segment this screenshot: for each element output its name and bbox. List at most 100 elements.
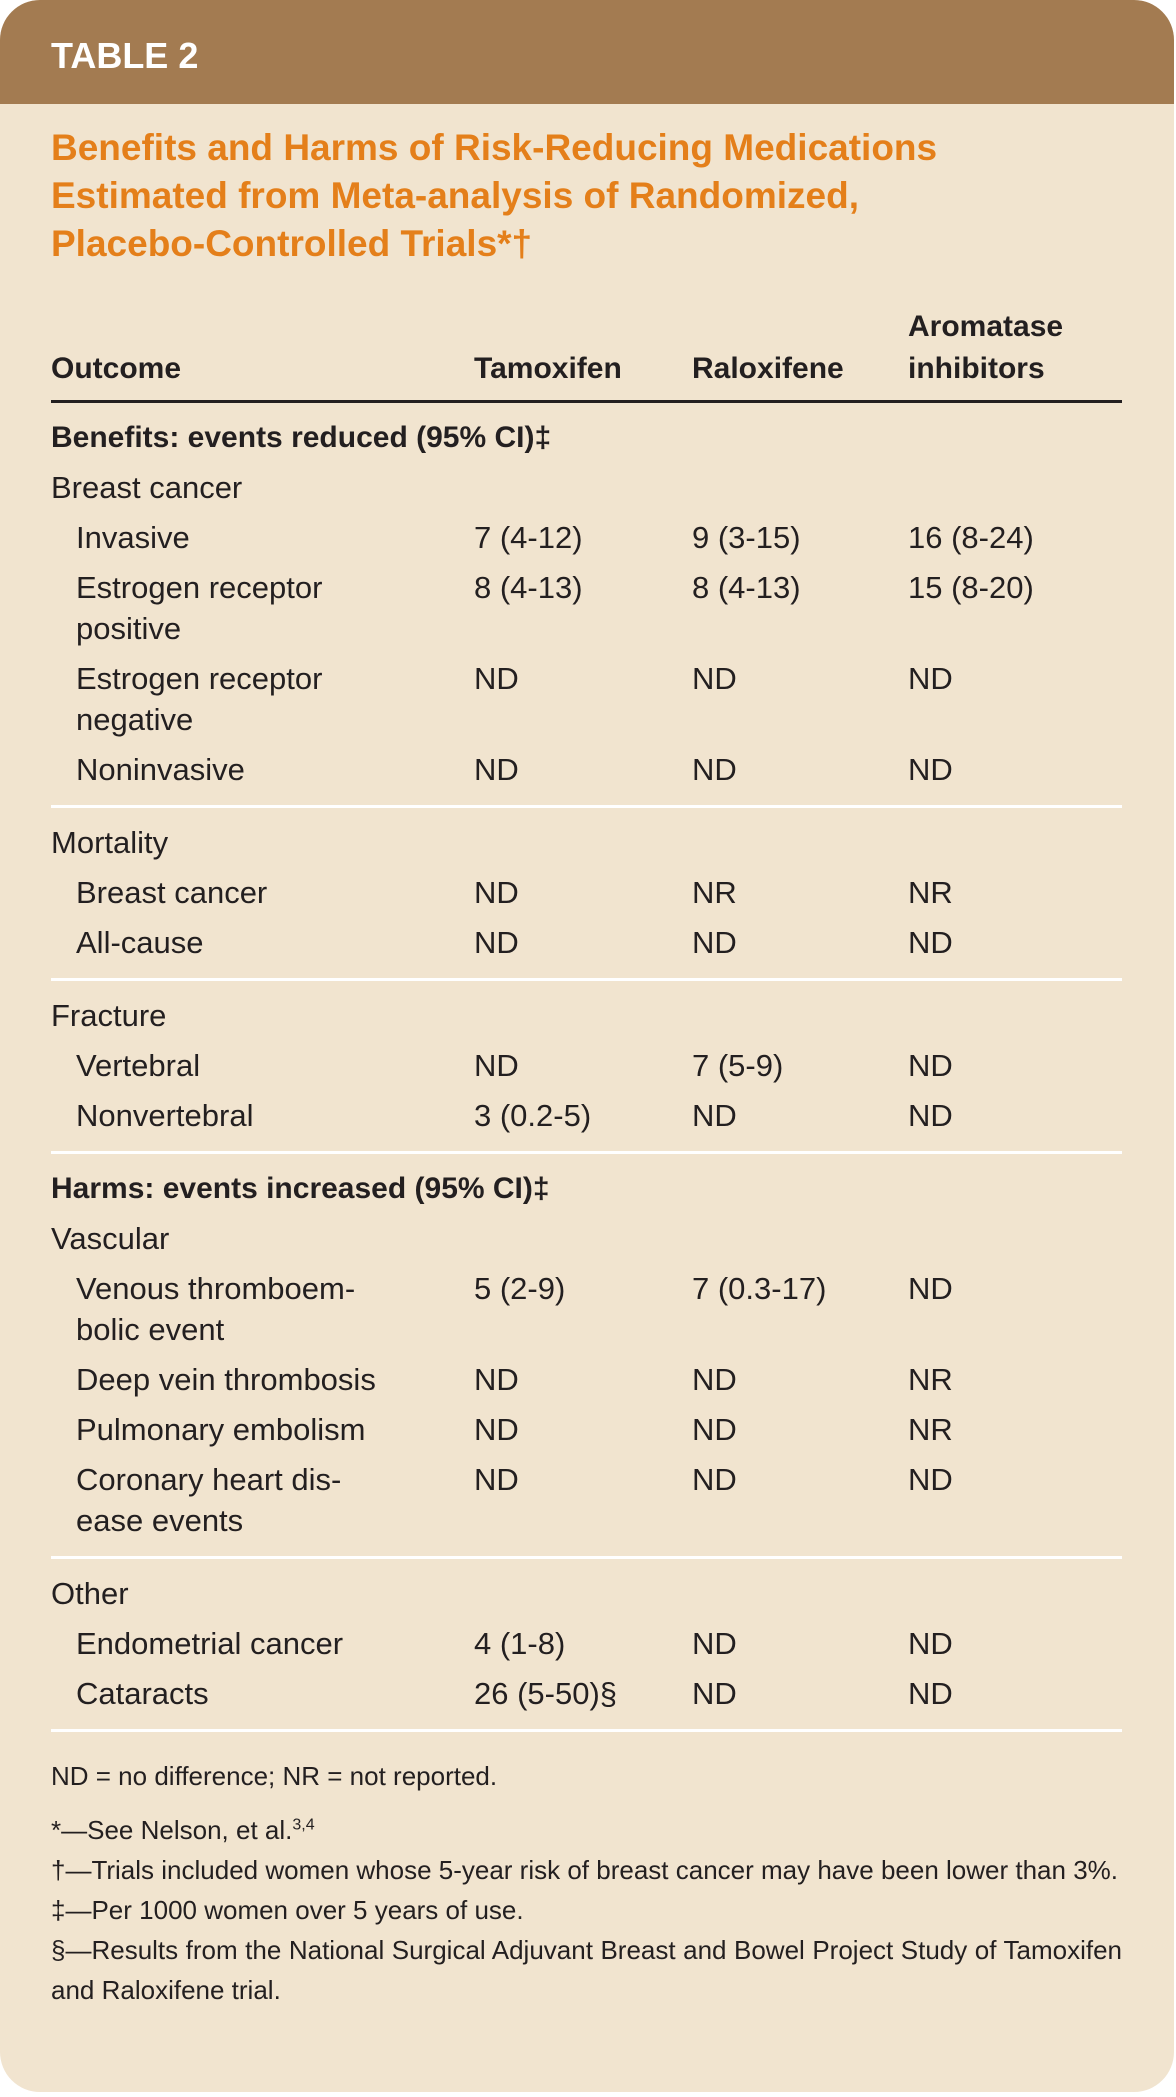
cell: ND: [692, 1676, 737, 1711]
footnote: ND = no difference; NR = not reported.: [51, 1756, 1122, 1796]
outcome: Pulmonary embolism: [76, 1412, 366, 1447]
data-row: Estrogen receptor negative ND ND ND: [51, 654, 1122, 745]
cell: ND: [692, 925, 737, 960]
outcome: Noninvasive: [76, 752, 245, 787]
cell: ND: [474, 1462, 519, 1497]
footnotes: ND = no difference; NR = not reported. *—…: [51, 1756, 1122, 2010]
spacer-row: [51, 795, 1122, 807]
section-heading: Harms: events increased (95% CI)‡: [51, 1172, 550, 1205]
footnote: ‡—Per 1000 women over 5 years of use.: [51, 1890, 1122, 1930]
footnote-text: ND = no difference; NR = not reported.: [51, 1761, 498, 1791]
cell: ND: [908, 925, 953, 960]
data-row: Venous thromboem- bolic event 5 (2-9) 7 (0…: [51, 1264, 1122, 1355]
data-row: Nonvertebral 3 (0.2-5) ND ND: [51, 1091, 1122, 1141]
rule: [51, 1729, 1122, 1733]
data-row: Endometrial cancer 4 (1-8) ND ND: [51, 1619, 1122, 1669]
outcome: Cataracts: [76, 1676, 209, 1711]
cell: NR: [692, 875, 737, 910]
spacer-row: [51, 1141, 1122, 1153]
footnote-text: †—Trials included women whose 5-year ris…: [51, 1855, 1118, 1885]
title-line: Benefits and Harms of Risk-Reducing Medi…: [51, 127, 938, 168]
spacer-row: [51, 968, 1122, 980]
column-header: Tamoxifen: [474, 306, 692, 403]
group-row: Vascular: [51, 1214, 1122, 1264]
footnote-text: *—See Nelson, et al.: [51, 1815, 293, 1845]
data-row: Breast cancer ND NR NR: [51, 868, 1122, 918]
column-header: Raloxifene: [692, 306, 908, 403]
rule: [51, 978, 1122, 982]
cell: ND: [474, 875, 519, 910]
data-row: Estrogen receptor positive 8 (4-13) 8 (4-1…: [51, 563, 1122, 654]
spacer-row: [51, 1732, 1122, 1742]
outcome: Breast cancer: [76, 875, 268, 910]
cell: NR: [908, 1362, 953, 1397]
group-row: Mortality: [51, 818, 1122, 868]
column-header: Outcome: [51, 306, 474, 403]
spacer-row: [51, 981, 1122, 991]
table: Outcome Tamoxifen Raloxifene Aromatase inhi…: [51, 306, 1122, 1742]
spacer: [51, 795, 1122, 807]
cell: ND: [692, 752, 737, 787]
cell: NR: [908, 875, 953, 910]
spacer-row: [51, 402, 1122, 414]
cell: 8 (4-13): [474, 570, 583, 605]
cell: 7 (0.3-17): [692, 1271, 827, 1306]
rule: [51, 1151, 1122, 1155]
footnote: †—Trials included women whose 5-year ris…: [51, 1850, 1122, 1890]
outcome: Endometrial cancer: [76, 1626, 344, 1661]
footnote-text: ‡—Per 1000 women over 5 years of use.: [51, 1895, 524, 1925]
group-name: Vascular: [51, 1221, 170, 1256]
spacer: [51, 1546, 1122, 1558]
cell: ND: [692, 1462, 737, 1497]
footnote: *—See Nelson, et al.3,4: [51, 1810, 1122, 1850]
group-name: Fracture: [51, 998, 167, 1033]
table-title: Benefits and Harms of Risk-Reducing Medi…: [51, 124, 1174, 268]
rule-row: [51, 1556, 1122, 1560]
spacer: [51, 1732, 1122, 1742]
spacer: [51, 968, 1122, 980]
cell: ND: [474, 1362, 519, 1397]
cell: 4 (1-8): [474, 1626, 566, 1661]
spacer: [51, 1559, 1122, 1569]
group-row: Breast cancer: [51, 463, 1122, 513]
header-row: Outcome Tamoxifen Raloxifene Aromatase inhi…: [51, 306, 1122, 403]
outcome: Estrogen receptor positive: [76, 570, 323, 646]
data-row: Deep vein thrombosis ND ND NR: [51, 1355, 1122, 1405]
cell: ND: [474, 925, 519, 960]
cell: 26 (5-50)§: [474, 1676, 618, 1711]
data-row: Invasive 7 (4-12) 9 (3-15) 16 (8-24): [51, 513, 1122, 563]
cell: ND: [692, 1626, 737, 1661]
outcome: Venous thromboem- bolic event: [76, 1271, 356, 1347]
cell: 9 (3-15): [692, 520, 801, 555]
rule-row: [51, 1151, 1122, 1155]
cell: ND: [474, 752, 519, 787]
spacer: [51, 402, 1122, 414]
section-row: Harms: events increased (95% CI)‡: [51, 1164, 1122, 1214]
cell: ND: [908, 1048, 953, 1083]
outcome: Deep vein thrombosis: [76, 1362, 376, 1397]
outcome: Estrogen receptor negative: [76, 661, 323, 737]
cell: 7 (4-12): [474, 520, 583, 555]
group-name: Other: [51, 1576, 129, 1611]
cell: ND: [908, 1462, 953, 1497]
cell: ND: [692, 661, 737, 696]
spacer-row: [51, 1559, 1122, 1569]
outcome: All-cause: [76, 925, 204, 960]
footnote-text: §—Results from the National Surgical Adj…: [51, 1935, 1122, 2005]
outcome: Vertebral: [76, 1048, 201, 1083]
data-row: Vertebral ND 7 (5-9) ND: [51, 1041, 1122, 1091]
cell: ND: [908, 1676, 953, 1711]
cell: ND: [908, 1626, 953, 1661]
rule-row: [51, 978, 1122, 982]
cell: ND: [908, 661, 953, 696]
group-row: Other: [51, 1569, 1122, 1619]
outcome: Nonvertebral: [76, 1098, 254, 1133]
cell: ND: [908, 752, 953, 787]
spacer: [51, 1141, 1122, 1153]
data-row: All-cause ND ND ND: [51, 918, 1122, 968]
spacer-row: [51, 1154, 1122, 1164]
section-row: Benefits: events reduced (95% CI)‡: [51, 413, 1122, 463]
outcome: Invasive: [76, 520, 190, 555]
cell: 15 (8-20): [908, 570, 1034, 605]
